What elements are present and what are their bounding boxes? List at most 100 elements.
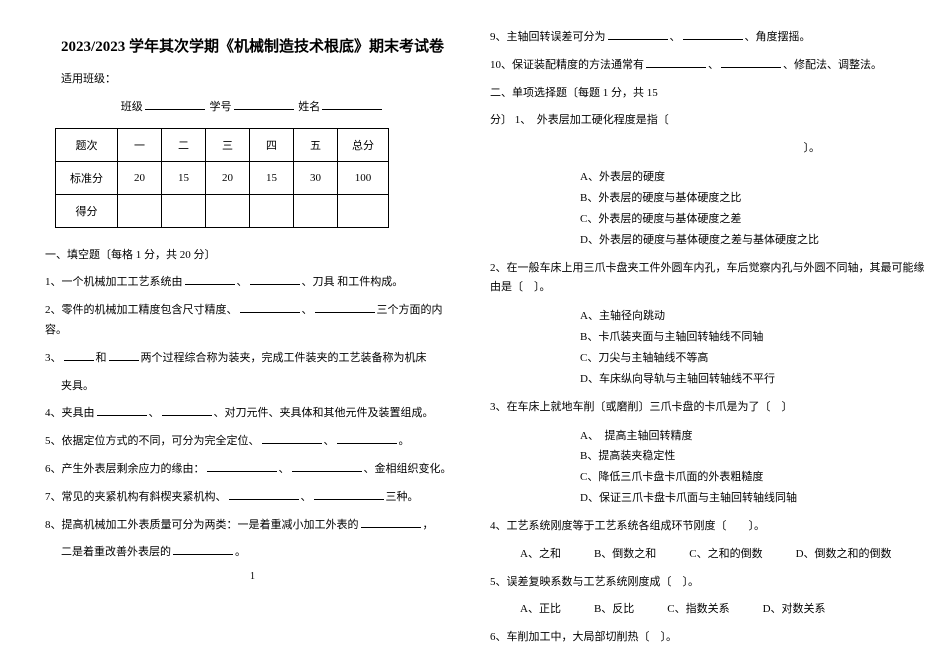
td: [250, 194, 294, 227]
th: 一: [118, 128, 162, 161]
blank: [292, 460, 362, 472]
td: [162, 194, 206, 227]
right-column: 9、主轴回转误差可分为、、角度摆摇。 10、保证装配精度的方法通常有、、修配法、…: [480, 0, 950, 671]
mc-q2: 2、在一般车床上用三爪卡盘夹工件外圆车内孔，车后觉察内孔与外圆不同轴，其最可能缘…: [490, 259, 930, 299]
page-number: 1: [45, 571, 460, 582]
t: 、对刀元件、夹具体和其他元件及装置组成。: [214, 407, 434, 419]
th: 三: [206, 128, 250, 161]
q8b: 二是着重改善外表层的。: [61, 543, 460, 563]
t: 、刀具 和工件构成。: [302, 276, 404, 288]
blank-name: [322, 98, 382, 110]
t: 。: [235, 546, 246, 558]
blank: [185, 273, 235, 285]
blank: [240, 301, 300, 313]
left-column: 2023/2023 学年其次学期《机械制造技术根底》期末考试卷 适用班级： 班级…: [0, 0, 480, 671]
blank: [262, 432, 322, 444]
t: 、修配法、调整法。: [783, 59, 882, 71]
td: 15: [250, 161, 294, 194]
t: 、: [302, 304, 313, 316]
student-info: 班级 学号 姓名: [45, 98, 460, 118]
td: [206, 194, 250, 227]
t: 4、夹具由: [45, 407, 95, 419]
q2: 2、零件的机械加工精度包含尺寸精度、、三个方面的内容。: [45, 301, 460, 341]
opt: D、外表层的硬度与基体硬度之差与基体硬度之比: [580, 230, 930, 251]
t: 和: [96, 352, 107, 364]
t: 两个过程综合称为装夹，完成工件装夹的工艺装备称为机床: [141, 352, 427, 364]
t: ，: [423, 519, 434, 531]
mc-q5-opts: A、正比 B、反比 C、指数关系 D、对数关系: [520, 600, 930, 620]
q7: 7、常见的夹紧机构有斜楔夹紧机构、、三种。: [45, 488, 460, 508]
blank: [315, 301, 375, 313]
score-table: 题次 一 二 三 四 五 总分 标准分 20 15 20 15 30 100 得…: [55, 128, 389, 228]
opt: C、刀尖与主轴轴线不等高: [580, 348, 930, 369]
opt: A、外表层的硬度: [580, 167, 930, 188]
blank: [162, 404, 212, 416]
t: 、: [708, 59, 719, 71]
exam-title: 2023/2023 学年其次学期《机械制造技术根底》期末考试卷: [45, 35, 460, 56]
t: 10、保证装配精度的方法通常有: [490, 59, 644, 71]
t: 。: [399, 435, 410, 447]
t: 9、主轴回转误差可分为: [490, 31, 606, 43]
table-row: 标准分 20 15 20 15 30 100: [56, 161, 389, 194]
blank: [229, 488, 299, 500]
t: 6、产生外表层剩余应力的缘由：: [45, 463, 205, 475]
opt: D、保证三爪卡盘卡爪面与主轴回转轴线同轴: [580, 488, 930, 509]
q6: 6、产生外表层剩余应力的缘由：、、金相组织变化。: [45, 460, 460, 480]
td: [338, 194, 389, 227]
blank: [173, 543, 233, 555]
class-hint: 适用班级：: [61, 70, 460, 90]
opt: B、卡爪装夹面与主轴回转轴线不同轴: [580, 327, 930, 348]
td: 得分: [56, 194, 118, 227]
q8: 8、提高机械加工外表质量可分为两类：一是着重减小加工外表的 ，: [45, 516, 460, 536]
t: 、: [301, 491, 312, 503]
t: 、: [149, 407, 160, 419]
td: 20: [118, 161, 162, 194]
blank: [250, 273, 300, 285]
table-row: 题次 一 二 三 四 五 总分: [56, 128, 389, 161]
t: 2、零件的机械加工精度包含尺寸精度、: [45, 304, 238, 316]
mc-title-b: 分〕 1、 外表层加工硬化程度是指〔: [490, 111, 930, 131]
t: 三种。: [386, 491, 419, 503]
blank: [64, 349, 94, 361]
q1: 1、一个机械加工工艺系统由 、 、刀具 和工件构成。: [45, 273, 460, 293]
mc-title-a: 二、单项选择题〔每题 1 分，共 15: [490, 84, 930, 104]
blank: [683, 28, 743, 40]
mc-q4-opts: A、之和 B、倒数之和 C、之和的倒数 D、倒数之和的倒数: [520, 545, 930, 565]
t: 8、提高机械加工外表质量可分为两类：一是着重减小加工外表的: [45, 519, 359, 531]
t: 、: [670, 31, 681, 43]
t: 5、依据定位方式的不同，可分为完全定位、: [45, 435, 260, 447]
label-name: 姓名: [298, 101, 320, 113]
t: 、角度摆摇。: [745, 31, 811, 43]
t: 3、: [45, 352, 62, 364]
th: 二: [162, 128, 206, 161]
mc-q5: 5、误差复映系数与工艺系统刚度成〔 〕。: [490, 573, 930, 593]
blank: [109, 349, 139, 361]
td: [118, 194, 162, 227]
blank-id: [234, 98, 294, 110]
opt: C、外表层的硬度与基体硬度之差: [580, 209, 930, 230]
label-class: 班级: [121, 101, 143, 113]
fill-section-title: 一、填空题〔每格 1 分，共 20 分〕: [45, 246, 460, 266]
opt: B、提高装夹稳定性: [580, 446, 930, 467]
th: 总分: [338, 128, 389, 161]
blank: [361, 516, 421, 528]
opt: B、外表层的硬度与基体硬度之比: [580, 188, 930, 209]
q3b: 夹具。: [61, 377, 460, 397]
td: 15: [162, 161, 206, 194]
opt: D、车床纵向导轨与主轴回转轴线不平行: [580, 369, 930, 390]
blank-class: [145, 98, 205, 110]
blank: [97, 404, 147, 416]
blank: [646, 56, 706, 68]
table-row: 得分: [56, 194, 389, 227]
mc-title-c: 〕。: [490, 139, 820, 159]
q10: 10、保证装配精度的方法通常有 、 、修配法、调整法。: [490, 56, 930, 76]
q9: 9、主轴回转误差可分为 、 、角度摆摇。: [490, 28, 930, 48]
t: 、: [237, 276, 248, 288]
blank: [608, 28, 668, 40]
label-id: 学号: [210, 101, 232, 113]
t: 、: [279, 463, 290, 475]
t: 1、一个机械加工工艺系统由: [45, 276, 183, 288]
t: 、: [324, 435, 335, 447]
th: 四: [250, 128, 294, 161]
opt: C、降低三爪卡盘卡爪面的外表粗糙度: [580, 467, 930, 488]
